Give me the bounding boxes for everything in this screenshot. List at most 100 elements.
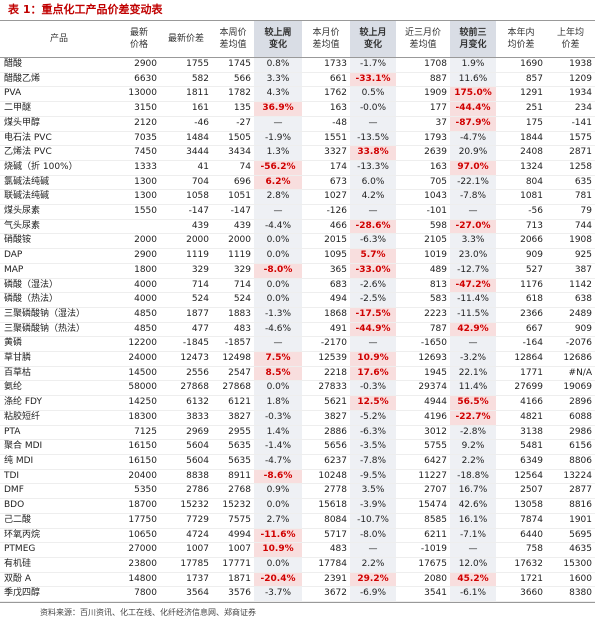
cell: 58000 [118, 380, 160, 397]
cell: 1883 [212, 307, 254, 323]
cell: 1291 [496, 86, 546, 103]
table-row: 磷酸（湿法） 4000 714 714 0.0% 683 -2.6% 813 -47.2% 117… [0, 278, 595, 294]
cell: 705 [396, 175, 450, 191]
cell: -22.7% [450, 410, 496, 426]
cell: 2768 [212, 483, 254, 500]
cell: 6630 [118, 72, 160, 88]
cell: 4.3% [254, 86, 302, 103]
table-row: 电石法 PVC 7035 1484 1505 -1.9% 1551 -13.5% 1793 -4… [0, 131, 595, 147]
cell: 6156 [546, 439, 595, 455]
cell: -1.3% [254, 307, 302, 323]
cell: -33.0% [350, 263, 396, 279]
cell: 0.0% [254, 278, 302, 294]
header-cell: 上年均 价差 [546, 21, 595, 58]
cell: MAP [0, 263, 118, 279]
cell: 6121 [212, 395, 254, 411]
cell: 2120 [118, 116, 160, 132]
cell: 8380 [546, 586, 595, 603]
cell: 1737 [160, 572, 212, 588]
cell: 439 [160, 219, 212, 235]
header-row: 产品 最新 价格 最新价差 本周价 差均值 较上周 变化 本月价 差均值 较上月 变化 近三月… [0, 21, 595, 58]
cell: 1095 [302, 248, 350, 264]
cell: 1934 [546, 86, 595, 103]
cell: 0.0% [254, 292, 302, 308]
cell: 8.5% [254, 366, 302, 382]
cell: 2877 [546, 483, 595, 500]
cell: 17784 [302, 557, 350, 573]
cell: 16150 [118, 439, 160, 455]
cell: 4994 [212, 528, 254, 544]
table-row: 三聚磷酸钠（热法） 4850 477 483 -4.6% 491 -44.9% 787 42.9… [0, 322, 595, 338]
cell: -3.2% [450, 351, 496, 367]
cell: 27699 [496, 380, 546, 397]
cell: 635 [546, 175, 595, 191]
cell: 16150 [118, 454, 160, 470]
cell: 5621 [302, 395, 350, 411]
cell: -9.5% [350, 469, 396, 485]
cell: 4850 [118, 322, 160, 338]
cell: 百草枯 [0, 366, 118, 382]
cell: 744 [546, 219, 595, 235]
cell: 2.7% [254, 513, 302, 529]
cell: 74 [212, 160, 254, 176]
cell: 161 [160, 101, 212, 117]
cell: 1.8% [254, 395, 302, 411]
cell: 1550 [118, 204, 160, 220]
cell: 583 [396, 292, 450, 308]
cell: 氯碱法纯碱 [0, 175, 118, 191]
cell: 2.8% [254, 189, 302, 206]
cell: 3444 [160, 145, 212, 161]
cell: 17.6% [350, 366, 396, 382]
cell: 2223 [396, 307, 450, 323]
cell: 582 [160, 72, 212, 88]
header-cell: 较上周 变化 [254, 21, 302, 58]
cell: 1690 [496, 57, 546, 73]
cell: 氨纶 [0, 380, 118, 397]
cell: -126 [302, 204, 350, 220]
cell: 17771 [212, 557, 254, 573]
cell: 7575 [212, 513, 254, 529]
cell: 1782 [212, 86, 254, 103]
cell: 4166 [496, 395, 546, 411]
cell: 聚合 MDI [0, 439, 118, 455]
cell: 8816 [546, 498, 595, 514]
cell: 硝酸铵 [0, 233, 118, 250]
cell: 12864 [496, 351, 546, 367]
cell: 1176 [496, 278, 546, 294]
cell: 909 [546, 322, 595, 338]
cell: 12.0% [450, 557, 496, 573]
cell: -5.2% [350, 410, 396, 426]
cell: 1551 [302, 131, 350, 147]
cell: 36.9% [254, 101, 302, 117]
cell: 黄磷 [0, 336, 118, 353]
cell: 11.4% [450, 380, 496, 397]
cell: 638 [546, 292, 595, 308]
cell: 12686 [546, 351, 595, 367]
cell: 1007 [160, 542, 212, 558]
cell: 6132 [160, 395, 212, 411]
cell: 2218 [302, 366, 350, 382]
cell: 0.0% [254, 380, 302, 397]
cell: 2105 [396, 233, 450, 250]
table-row: 二甲醚 3150 161 135 36.9% 163 -0.0% 177 -44.4% 251 23… [0, 101, 595, 117]
cell: 煤头尿素 [0, 204, 118, 220]
cell: -13.5% [350, 131, 396, 147]
cell: -44.4% [450, 101, 496, 117]
cell: PTA [0, 425, 118, 441]
cell: 1745 [212, 57, 254, 73]
cell: 2556 [160, 366, 212, 382]
cell: 3564 [160, 586, 212, 603]
cell: 1575 [546, 131, 595, 147]
cell: 0.0% [254, 233, 302, 250]
cell: 477 [160, 322, 212, 338]
cell: 7450 [118, 145, 160, 161]
cell: 3660 [496, 586, 546, 603]
cell: 三聚磷酸钠（湿法） [0, 307, 118, 323]
cell: 1.3% [254, 145, 302, 161]
cell: 524 [212, 292, 254, 308]
cell: — [350, 336, 396, 353]
cell [118, 219, 160, 235]
cell: -47.2% [450, 278, 496, 294]
cell: 925 [546, 248, 595, 264]
cell: 704 [160, 175, 212, 191]
